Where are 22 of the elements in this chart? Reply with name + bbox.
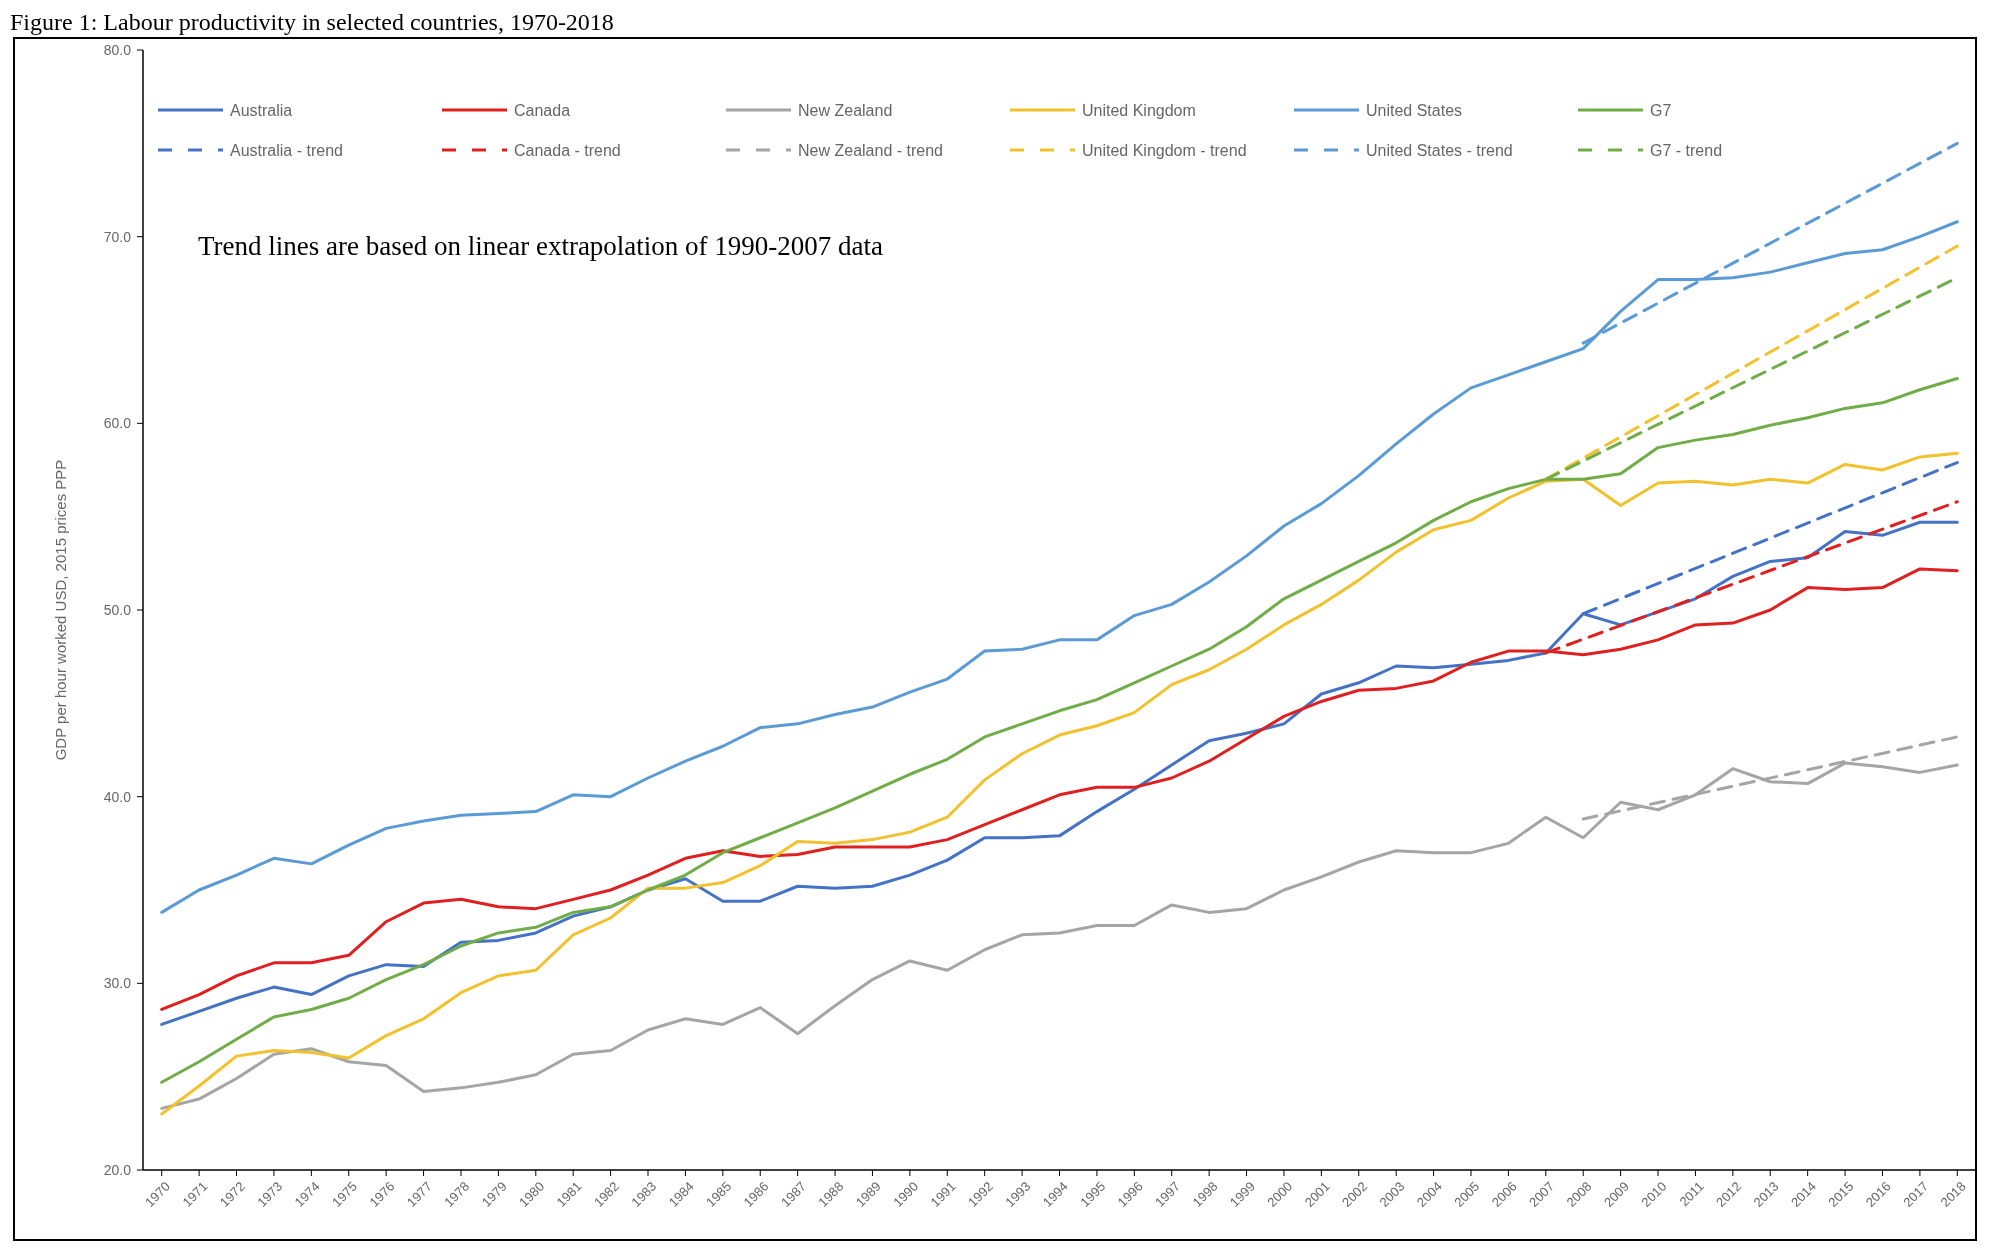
legend-label: United States — [1366, 101, 1463, 119]
legend-label: G7 — [1650, 101, 1672, 119]
y-tick-label: 60.0 — [103, 415, 132, 432]
y-tick-label: 70.0 — [103, 228, 132, 245]
legend-label: United Kingdom — [1082, 101, 1196, 119]
annotation: Trend lines are based on linear extrapolation of 1990-2007 data — [198, 231, 884, 261]
y-tick-label: 40.0 — [103, 788, 132, 805]
legend-label: Canada - trend — [514, 141, 621, 159]
y-tick-label: 80.0 — [103, 41, 132, 58]
y-axis-title: GDP per hour worked USD, 2015 prices PPP — [52, 459, 69, 761]
legend-label: G7 - trend — [1650, 141, 1723, 159]
y-tick-label: 30.0 — [103, 975, 132, 992]
legend-label: Canada — [514, 101, 571, 119]
legend-label: United Kingdom - trend — [1082, 141, 1247, 159]
chart-title: Figure 1: Labour productivity in selected countries, 1970-2018 — [10, 9, 614, 35]
legend-label: United States - trend — [1366, 141, 1513, 159]
legend-label: New Zealand — [798, 101, 893, 119]
legend-label: Australia - trend — [230, 141, 343, 159]
y-tick-label: 50.0 — [103, 601, 132, 618]
y-tick-label: 20.0 — [103, 1161, 132, 1178]
legend-label: New Zealand - trend — [798, 141, 943, 159]
legend-label: Australia — [230, 101, 293, 119]
